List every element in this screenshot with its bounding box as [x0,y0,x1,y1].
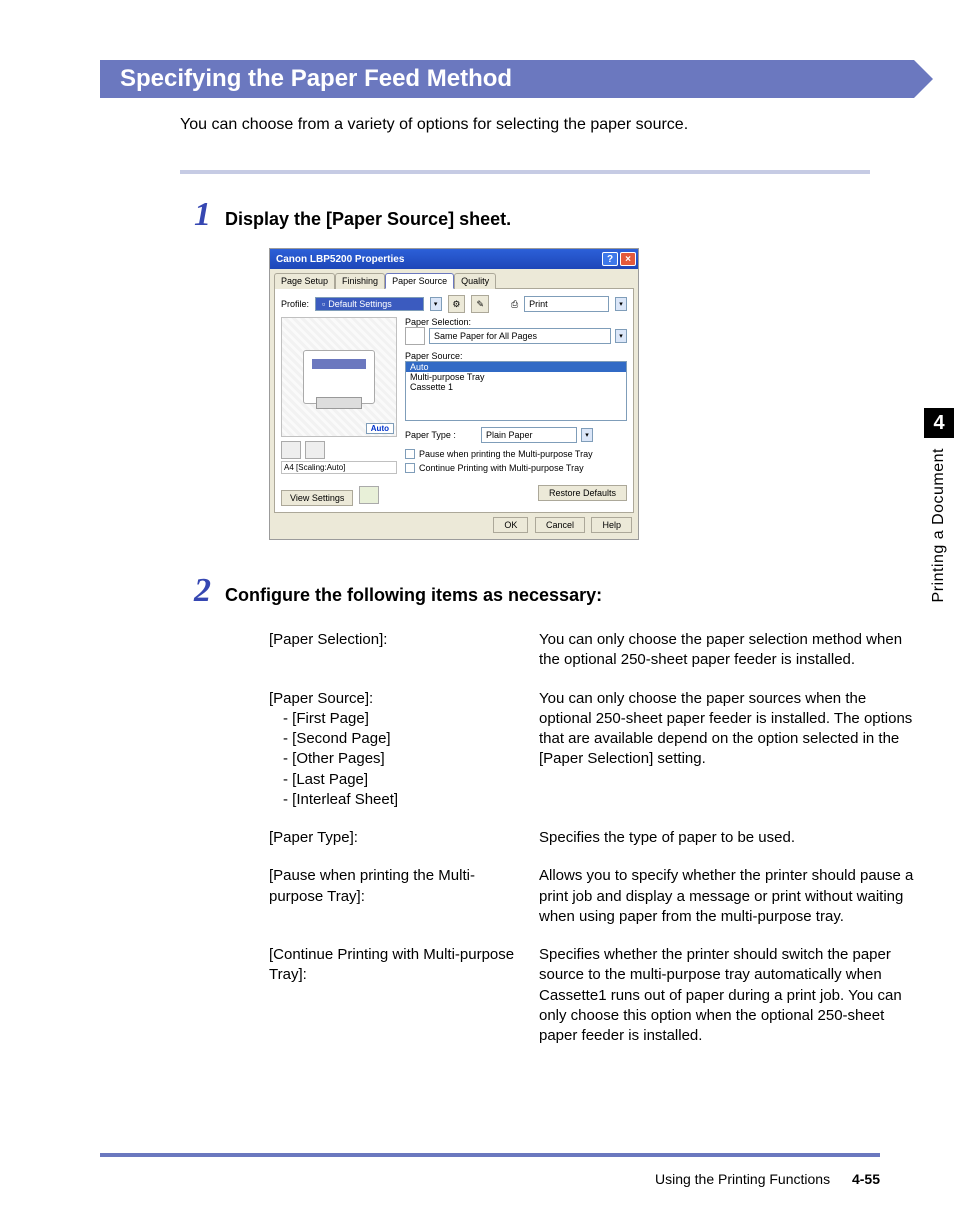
preview-auto-badge: Auto [366,423,394,434]
chapter-number: 4 [924,408,954,438]
paper-selection-arrow[interactable]: ▾ [615,329,627,343]
dialog-titlebar: Canon LBP5200 Properties ? × [270,249,638,269]
restore-defaults-button[interactable]: Restore Defaults [538,485,627,501]
section-rule [180,170,870,174]
cfg-sub-first-page: [First Page] [283,709,529,729]
paper-source-listbox[interactable]: Auto Multi-purpose Tray Cassette 1 [405,361,627,421]
tab-page-setup[interactable]: Page Setup [274,273,335,289]
printer-output-icon: ⎙ [511,299,518,310]
tab-quality[interactable]: Quality [454,273,496,289]
page-footer: Using the Printing Functions 4-55 [100,1153,880,1187]
cfg-paper-selection-desc: You can only choose the paper selection … [539,630,914,671]
paper-type-label: Paper Type : [405,430,477,440]
paper-type-arrow[interactable]: ▾ [581,428,593,442]
cfg-sub-last-page: [Last Page] [283,770,529,790]
step-number-1: 1 [185,196,211,234]
checkbox-icon [405,449,415,459]
cfg-paper-type-label: [Paper Type]: [269,828,529,848]
step-title-1: Display the [Paper Source] sheet. [225,209,511,230]
ok-button[interactable]: OK [493,517,528,533]
dialog-title: Canon LBP5200 Properties [276,254,404,265]
tab-finishing[interactable]: Finishing [335,273,385,289]
paper-source-label: Paper Source: [405,351,627,361]
profile-tool-icon-2[interactable]: ✎ [471,295,489,313]
cfg-paper-source-desc: You can only choose the paper sources wh… [539,689,914,811]
list-item[interactable]: Auto [406,362,626,372]
list-item[interactable]: Cassette 1 [406,382,626,392]
view-settings-button[interactable]: View Settings [281,490,353,506]
checkbox-label: Pause when printing the Multi-purpose Tr… [419,449,593,459]
profile-dropdown-arrow[interactable]: ▾ [430,297,442,311]
preview-small-icon-1 [281,441,301,459]
checkbox-icon [405,463,415,473]
cfg-pause-mpt-desc: Allows you to specify whether the printe… [539,866,914,927]
cancel-button[interactable]: Cancel [535,517,585,533]
printer-preview-pane: Auto [281,317,397,437]
output-dropdown-arrow[interactable]: ▾ [615,297,627,311]
chapter-side-tab: 4 Printing a Document [924,408,954,602]
step-title-2: Configure the following items as necessa… [225,585,602,606]
printer-icon [303,350,375,404]
cfg-paper-selection-label: [Paper Selection]: [269,630,529,671]
dialog-tabs: Page Setup Finishing Paper Source Qualit… [270,269,638,289]
list-item[interactable]: Multi-purpose Tray [406,372,626,382]
paper-type-dropdown[interactable]: Plain Paper [481,427,577,443]
titlebar-help-button[interactable]: ? [602,252,618,266]
cfg-sub-second-page: [Second Page] [283,729,529,749]
cfg-sub-interleaf: [Interleaf Sheet] [283,790,529,810]
profile-tool-icon-1[interactable]: ⚙ [448,295,466,313]
cfg-paper-type-desc: Specifies the type of paper to be used. [539,828,914,848]
footer-page-number: 4-55 [852,1171,880,1187]
checkbox-pause-mpt[interactable]: Pause when printing the Multi-purpose Tr… [405,449,627,459]
paper-selection-label: Paper Selection: [405,317,627,327]
profile-icon: ▫ [322,299,325,309]
config-table: [Paper Selection]: You can only choose t… [269,630,914,1046]
checkbox-label: Continue Printing with Multi-purpose Tra… [419,463,584,473]
footer-section-name: Using the Printing Functions [655,1171,830,1187]
checkbox-continue-mpt[interactable]: Continue Printing with Multi-purpose Tra… [405,463,627,473]
cfg-paper-source-label: [Paper Source]: [269,689,529,709]
preview-caption: A4 [Scaling:Auto] [281,461,397,474]
profile-label: Profile: [281,299,309,309]
help-button[interactable]: Help [591,517,632,533]
titlebar-close-button[interactable]: × [620,252,636,266]
paper-selection-icon [405,327,425,345]
chapter-label: Printing a Document [930,448,948,602]
section-heading-text: Specifying the Paper Feed Method [120,65,512,93]
cfg-continue-mpt-label: [Continue Printing with Multi-purpose Tr… [269,945,529,1046]
cfg-pause-mpt-label: [Pause when printing the Multi-purpose T… [269,866,529,927]
preview-small-icon-2 [305,441,325,459]
intro-paragraph: You can choose from a variety of options… [180,116,954,134]
cfg-continue-mpt-desc: Specifies whether the printer should swi… [539,945,914,1046]
section-heading-banner: Specifying the Paper Feed Method [100,60,914,98]
profile-dropdown[interactable]: ▫ Default Settings [315,297,424,311]
tab-paper-source[interactable]: Paper Source [385,273,454,289]
profile-value: Default Settings [328,299,392,309]
paper-selection-dropdown[interactable]: Same Paper for All Pages [429,328,611,344]
output-method-dropdown[interactable]: Print [524,296,609,312]
view-settings-icon [359,486,379,504]
properties-dialog: Canon LBP5200 Properties ? × Page Setup … [269,248,639,540]
step-number-2: 2 [185,572,211,610]
cfg-sub-other-pages: [Other Pages] [283,749,529,769]
